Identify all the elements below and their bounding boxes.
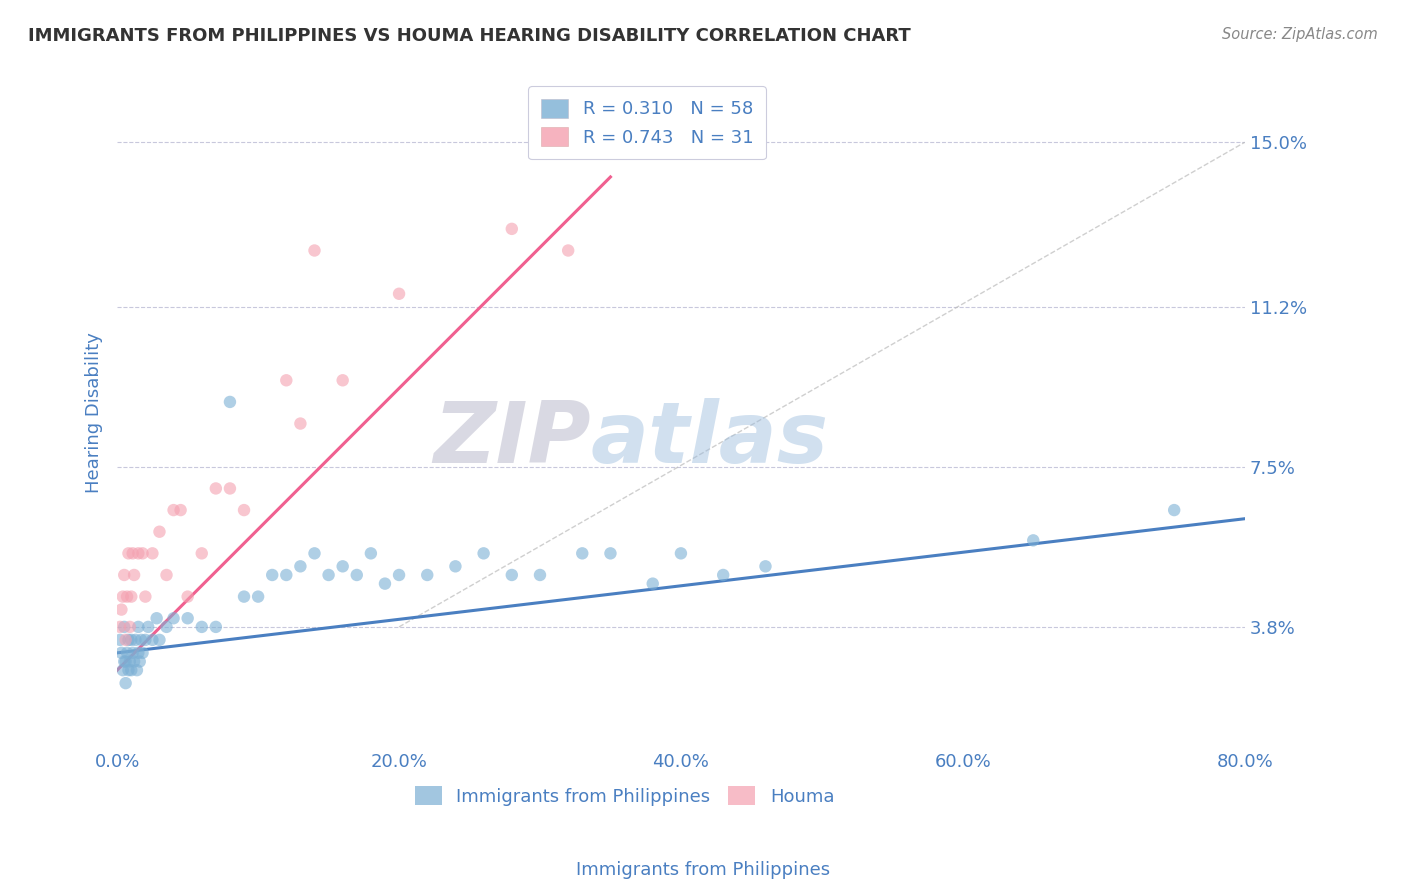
Point	[120, 590, 142, 604]
Point	[669, 546, 692, 560]
Point	[599, 546, 621, 560]
Point	[141, 632, 163, 647]
Text: Immigrants from Philippines: Immigrants from Philippines	[576, 861, 830, 879]
Point	[176, 590, 198, 604]
Point	[120, 663, 142, 677]
Point	[122, 655, 145, 669]
Point	[114, 632, 136, 647]
Point	[711, 568, 734, 582]
Point	[501, 222, 523, 236]
Point	[205, 482, 228, 496]
Point	[162, 611, 184, 625]
Point	[501, 568, 523, 582]
Point	[169, 503, 191, 517]
Y-axis label: Hearing Disability: Hearing Disability	[86, 333, 103, 493]
Point	[276, 568, 298, 582]
Point	[247, 590, 270, 604]
Point	[529, 568, 551, 582]
Point	[304, 244, 326, 258]
Point	[444, 559, 467, 574]
Point	[176, 611, 198, 625]
Point	[118, 620, 141, 634]
Point	[131, 646, 153, 660]
Point	[148, 632, 170, 647]
Point	[416, 568, 439, 582]
Point	[112, 568, 135, 582]
Point	[110, 602, 132, 616]
Point	[472, 546, 495, 560]
Point	[332, 373, 354, 387]
Point	[134, 632, 156, 647]
Point	[1163, 503, 1185, 517]
Point	[128, 655, 150, 669]
Point	[290, 417, 312, 431]
Text: IMMIGRANTS FROM PHILIPPINES VS HOUMA HEARING DISABILITY CORRELATION CHART: IMMIGRANTS FROM PHILIPPINES VS HOUMA HEA…	[28, 27, 911, 45]
Point	[148, 524, 170, 539]
Point	[190, 546, 212, 560]
Point	[124, 632, 146, 647]
Legend: Immigrants from Philippines, Houma: Immigrants from Philippines, Houma	[408, 779, 842, 813]
Point	[127, 646, 149, 660]
Point	[122, 568, 145, 582]
Point	[111, 663, 134, 677]
Point	[114, 676, 136, 690]
Point	[120, 632, 142, 647]
Point	[332, 559, 354, 574]
Point	[155, 620, 177, 634]
Point	[318, 568, 340, 582]
Point	[114, 655, 136, 669]
Point	[190, 620, 212, 634]
Point	[155, 568, 177, 582]
Point	[1022, 533, 1045, 548]
Point	[115, 590, 138, 604]
Point	[233, 503, 256, 517]
Text: Source: ZipAtlas.com: Source: ZipAtlas.com	[1222, 27, 1378, 42]
Point	[557, 244, 579, 258]
Point	[304, 546, 326, 560]
Point	[162, 503, 184, 517]
Point	[118, 655, 141, 669]
Point	[346, 568, 368, 582]
Point	[131, 546, 153, 560]
Point	[262, 568, 284, 582]
Point	[111, 590, 134, 604]
Text: ZIP: ZIP	[433, 398, 591, 481]
Point	[641, 576, 664, 591]
Point	[108, 632, 131, 647]
Point	[127, 546, 149, 560]
Point	[110, 646, 132, 660]
Point	[112, 655, 135, 669]
Point	[388, 286, 411, 301]
Point	[219, 395, 242, 409]
Point	[388, 568, 411, 582]
Point	[290, 559, 312, 574]
Point	[108, 620, 131, 634]
Point	[205, 620, 228, 634]
Point	[121, 546, 143, 560]
Point	[360, 546, 382, 560]
Point	[754, 559, 776, 574]
Point	[117, 546, 139, 560]
Text: atlas: atlas	[591, 398, 830, 481]
Point	[374, 576, 396, 591]
Point	[276, 373, 298, 387]
Point	[121, 646, 143, 660]
Point	[141, 546, 163, 560]
Point	[571, 546, 593, 560]
Point	[127, 620, 149, 634]
Point	[115, 646, 138, 660]
Point	[129, 632, 152, 647]
Point	[136, 620, 159, 634]
Point	[219, 482, 242, 496]
Point	[233, 590, 256, 604]
Point	[117, 632, 139, 647]
Point	[117, 663, 139, 677]
Point	[134, 590, 156, 604]
Point	[145, 611, 167, 625]
Point	[125, 663, 148, 677]
Point	[112, 620, 135, 634]
